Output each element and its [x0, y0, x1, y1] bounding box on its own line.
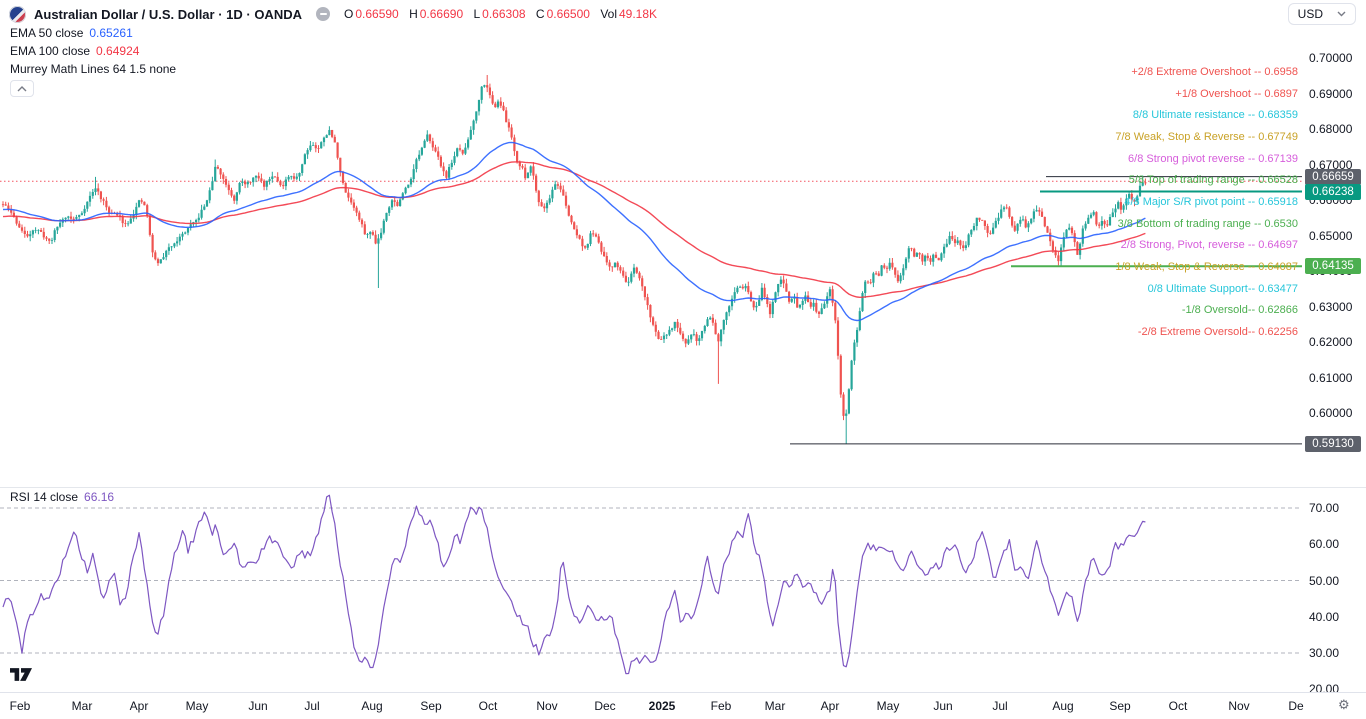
legend-row-rsi[interactable]: RSI 14 close 66.16	[10, 490, 114, 504]
price-axis-tick: 0.68000	[1309, 122, 1353, 136]
time-axis-label: De	[1288, 699, 1304, 713]
murrey-level-label: 6/8 Strong pivot reverse -- 0.67139	[1128, 152, 1298, 165]
price-axis-tick: 0.65000	[1309, 228, 1353, 243]
time-axis-label: Oct	[1168, 699, 1188, 713]
rsi-axis-tick: 70.00	[1309, 501, 1340, 515]
time-axis-label: Jun	[248, 699, 268, 713]
legend-row-ema50[interactable]: EMA 50 close 0.65261	[10, 26, 133, 40]
murrey-level-label: 3/8 Bottom of trading range -- 0.6530	[1117, 217, 1298, 230]
price-axis-tick: 0.62000	[1309, 335, 1353, 349]
candles-up-bodies	[29, 85, 1144, 416]
murrey-level-label: +2/8 Extreme Overshoot -- 0.6958	[1131, 65, 1298, 78]
time-axis-label: Jun	[933, 699, 953, 713]
price-axis-tick: 0.69000	[1309, 86, 1353, 101]
chevron-up-icon	[17, 85, 27, 91]
legend-row-ema100[interactable]: EMA 100 close 0.64924	[10, 44, 139, 58]
close-label: C	[535, 7, 545, 21]
rsi-axis-tick: 40.00	[1309, 609, 1340, 624]
murrey-level-label: 1/8 Weak, Stop & Reverse -- 0.64087	[1115, 260, 1298, 273]
time-axis-label: Apr	[129, 699, 149, 713]
symbol-minus-icon[interactable]	[316, 7, 330, 21]
chevron-down-icon	[1337, 11, 1346, 17]
price-axis-label-box: 0.66238	[1305, 183, 1361, 200]
high-label: H	[409, 7, 418, 21]
price-axis-tick: 0.67000	[1309, 157, 1353, 172]
time-axis-label: Mar	[71, 699, 93, 713]
tradingview-logo-icon	[10, 668, 32, 681]
currency-dropdown[interactable]: USD	[1287, 3, 1356, 25]
murrey-level-label: 7/8 Weak, Stop & Reverse -- 0.67749	[1115, 130, 1298, 143]
rsi-axis-tick: 50.00	[1309, 573, 1340, 588]
ema50-value: 0.65261	[89, 26, 133, 40]
murrey-level-label: -1/8 Oversold-- 0.62866	[1181, 304, 1298, 317]
murrey-level-label: 2/8 Strong, Pivot, reverse -- 0.64697	[1120, 239, 1298, 252]
time-axis-label: Sep	[420, 699, 442, 713]
ema100-value: 0.64924	[96, 44, 140, 58]
murrey-level-label: +1/8 Overshoot -- 0.6897	[1175, 87, 1298, 100]
price-axis-tick: 0.60000	[1309, 406, 1353, 420]
open-label: O	[344, 7, 354, 21]
time-axis-label: Jul	[304, 699, 320, 713]
time-axis-label: Nov	[1228, 699, 1250, 713]
symbol-title[interactable]: Australian Dollar / U.S. Dollar · 1D · O…	[34, 6, 302, 22]
price-axis-label-box: 0.64135	[1305, 258, 1361, 275]
ema100-label: EMA 100 close	[10, 44, 91, 58]
time-axis-label: Mar	[764, 699, 786, 713]
time-axis-label: Dec	[594, 699, 616, 713]
candles-down-bodies	[1, 85, 1147, 416]
time-axis-label: Oct	[478, 699, 498, 713]
time-axis-label: Apr	[820, 699, 840, 713]
time-axis-label: Feb	[710, 699, 732, 713]
rsi-label: RSI 14 close	[10, 490, 79, 504]
price-axis-label-box: 0.59130	[1305, 435, 1361, 452]
ema50-line	[2, 141, 1146, 322]
murrey-level-label: 5/8 Top of trading range -- 0.66528	[1128, 174, 1298, 187]
legend-collapse-button[interactable]	[10, 80, 34, 97]
candles-up-wicks	[29, 84, 1144, 444]
murrey-label: Murrey Math Lines 64 1.5 none	[10, 62, 177, 76]
rsi-line	[2, 494, 1146, 675]
rsi-axis-tick: 60.00	[1309, 537, 1340, 552]
rsi-value: 66.16	[84, 490, 115, 504]
time-axis-label: Nov	[536, 699, 558, 713]
price-axis-label-box: 0.66659	[1305, 168, 1361, 185]
high-value: 0.66690	[419, 7, 464, 21]
close-value: 0.66500	[546, 7, 590, 21]
price-axis-tick: 0.70000	[1309, 51, 1353, 65]
time-axis[interactable]: Feb Mar Apr May Jun Jul Aug Sep Oct Nov Dec 2025 Feb…	[0, 692, 1366, 719]
price-axis-tick: 0.63000	[1309, 299, 1353, 314]
time-axis-label: May	[185, 699, 209, 713]
gear-icon[interactable]: ⚙	[1338, 697, 1350, 712]
murrey-level-label: -2/8 Extreme Oversold-- 0.62256	[1137, 325, 1298, 338]
ohlc-values: O 0.66590 H 0.66690 L 0.66308 C 0.66500 Vol 4…	[344, 7, 657, 21]
time-axis-label: Jul	[992, 699, 1008, 713]
legend-row-murrey[interactable]: Murrey Math Lines 64 1.5 none	[10, 62, 176, 76]
rsi-axis-tick: 30.00	[1309, 646, 1340, 660]
tradingview-logo[interactable]	[10, 668, 32, 686]
volume-value: 49.18K	[619, 7, 658, 21]
time-axis-label: 2025	[648, 699, 676, 713]
time-axis-label: May	[876, 699, 900, 713]
currency-dropdown-label: USD	[1297, 7, 1323, 21]
low-value: 0.66308	[482, 7, 526, 21]
murrey-level-label: 4/8 Major S/R pivot point -- 0.65918	[1124, 195, 1298, 208]
murrey-level-label: 8/8 Ultimate resistance -- 0.68359	[1132, 109, 1298, 122]
toolbar: Australian Dollar / U.S. Dollar · 1D · O…	[0, 0, 1366, 28]
time-axis-label: Sep	[1109, 699, 1131, 713]
time-axis-label: Aug	[1052, 699, 1074, 713]
ema50-label: EMA 50 close	[10, 26, 84, 40]
price-axis-tick: 0.61000	[1309, 370, 1353, 385]
murrey-level-label: 0/8 Ultimate Support-- 0.63477	[1147, 282, 1298, 295]
open-value: 0.66590	[355, 7, 399, 21]
volume-label: Vol	[600, 7, 617, 21]
time-axis-label: Feb	[9, 699, 31, 713]
time-axis-label: Aug	[361, 699, 383, 713]
symbol-logo-icon	[9, 5, 26, 23]
low-label: L	[473, 7, 481, 21]
